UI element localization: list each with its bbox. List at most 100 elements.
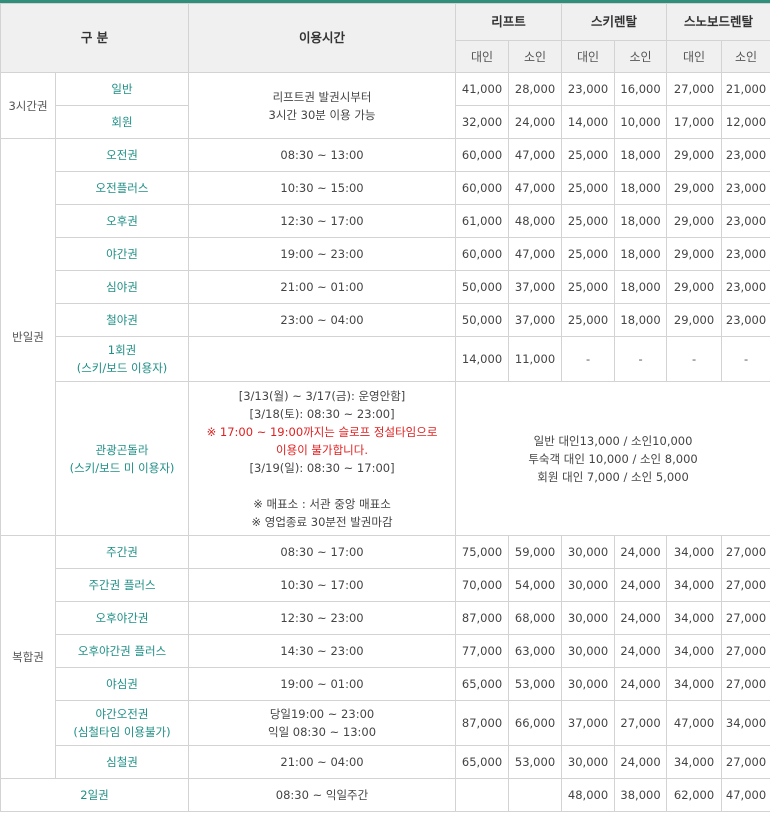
price-cell: 30,000 xyxy=(561,568,616,602)
price-cell: 29,000 xyxy=(666,303,723,337)
price-cell: 17,000 xyxy=(666,105,723,139)
table-row: 회원 32,000 24,000 14,000 10,000 17,000 12… xyxy=(1,105,770,139)
ticket-name: 2일권 xyxy=(0,778,190,812)
price-cell xyxy=(508,778,563,812)
price-cell: 27,000 xyxy=(666,72,723,106)
price-cell: 60,000 xyxy=(455,237,510,271)
ticket-name: 심철권 xyxy=(54,745,190,779)
price-cell: 30,000 xyxy=(561,535,616,569)
ticket-name: 야심권 xyxy=(54,667,190,701)
header-row: 구 분 이용시간 리프트 스키렌탈 스노보드렌탈 xyxy=(0,3,770,73)
price-cell: 27,000 xyxy=(721,745,770,779)
price-cell: 34,000 xyxy=(666,745,723,779)
ticket-name-line: 야간오전권 xyxy=(95,707,149,721)
time-line: [3/19(일): 08:30 ~ 17:00] xyxy=(249,460,395,475)
price-cell: 53,000 xyxy=(508,745,563,779)
price-cell: 16,000 xyxy=(614,72,668,106)
price-cell: 30,000 xyxy=(561,601,616,635)
price-cell: 25,000 xyxy=(561,171,616,205)
header-lift-child: 소인 xyxy=(508,40,563,73)
price-cell: 25,000 xyxy=(561,303,616,337)
price-cell: 23,000 xyxy=(721,204,770,238)
price-cell: 23,000 xyxy=(721,303,770,337)
price-cell: 32,000 xyxy=(455,105,510,139)
ticket-time: 19:00 ~ 01:00 xyxy=(188,667,457,701)
price-cell: 24,000 xyxy=(614,568,668,602)
price-cell: - xyxy=(721,336,770,382)
table-row: 1회권 (스키/보드 이용자) 14,000 11,000 - - - - xyxy=(1,336,770,382)
price-cell: 70,000 xyxy=(455,568,510,602)
price-cell: 23,000 xyxy=(721,237,770,271)
price-cell: 29,000 xyxy=(666,237,723,271)
price-cell: 18,000 xyxy=(614,237,668,271)
price-cell: 47,000 xyxy=(721,778,770,812)
price-cell: 48,000 xyxy=(508,204,563,238)
price-cell: 18,000 xyxy=(614,303,668,337)
time-line: 익일 08:30 ~ 13:00 xyxy=(267,725,377,739)
gondola-price-line: 투숙객 대인 10,000 / 소인 8,000 xyxy=(528,451,698,466)
price-cell: - xyxy=(666,336,723,382)
price-cell: 24,000 xyxy=(614,667,668,701)
group-three-hour: 3시간권 xyxy=(0,72,56,139)
table-row: 2일권 08:30 ~ 익일주간 48,000 38,000 62,000 47… xyxy=(0,778,770,812)
price-cell: 23,000 xyxy=(721,270,770,304)
price-cell: 77,000 xyxy=(455,634,510,668)
price-cell: 34,000 xyxy=(666,667,723,701)
price-cell: 68,000 xyxy=(508,601,563,635)
price-cell: 60,000 xyxy=(455,171,510,205)
price-cell: 66,000 xyxy=(508,700,563,746)
price-cell: 50,000 xyxy=(455,270,510,304)
price-cell: 87,000 xyxy=(455,700,510,746)
time-line: [3/18(토): 08:30 ~ 23:00] xyxy=(249,406,395,421)
price-cell: 65,000 xyxy=(455,745,510,779)
price-cell: 30,000 xyxy=(561,745,616,779)
price-cell: 24,000 xyxy=(614,535,668,569)
price-cell: 28,000 xyxy=(508,72,563,106)
price-cell: 47,000 xyxy=(508,171,563,205)
price-cell: 47,000 xyxy=(508,237,563,271)
price-cell: 47,000 xyxy=(666,700,723,746)
price-cell: 27,000 xyxy=(614,700,668,746)
price-cell: 23,000 xyxy=(721,138,770,172)
header-lift-adult: 대인 xyxy=(455,40,510,73)
ticket-name: 철야권 xyxy=(54,303,190,337)
price-cell: 48,000 xyxy=(561,778,616,812)
note-line: ※ 매표소 : 서관 중앙 매표소 xyxy=(253,496,391,511)
header-category: 구 분 xyxy=(0,3,190,73)
note-line: ※ 영업종료 30분전 발권마감 xyxy=(251,514,393,529)
subheader-row: 대인 소인 대인 소인 대인 소인 xyxy=(1,40,770,73)
warning-line: 이용이 불가합니다. xyxy=(276,442,368,457)
header-time: 이용시간 xyxy=(188,3,457,73)
ticket-name: 심야권 xyxy=(54,270,190,304)
price-cell: 54,000 xyxy=(508,568,563,602)
price-cell: 27,000 xyxy=(721,568,770,602)
ticket-time: 19:00 ~ 23:00 xyxy=(188,237,457,271)
price-cell: 14,000 xyxy=(561,105,616,139)
price-cell: 18,000 xyxy=(614,270,668,304)
price-cell: 24,000 xyxy=(614,745,668,779)
table-row: 오전플러스 10:30 ~ 15:00 60,000 47,000 25,000… xyxy=(1,171,770,205)
price-cell: 21,000 xyxy=(721,72,770,106)
table-row: 심철권 21:00 ~ 04:00 65,000 53,000 30,000 2… xyxy=(1,745,770,779)
price-cell: 61,000 xyxy=(455,204,510,238)
ticket-time: 23:00 ~ 04:00 xyxy=(188,303,457,337)
price-cell: 10,000 xyxy=(614,105,668,139)
price-cell: 18,000 xyxy=(614,138,668,172)
price-cell: 12,000 xyxy=(721,105,770,139)
price-cell: 25,000 xyxy=(561,237,616,271)
price-cell: 27,000 xyxy=(721,634,770,668)
price-cell: 24,000 xyxy=(508,105,563,139)
ticket-time: 10:30 ~ 15:00 xyxy=(188,171,457,205)
ticket-name: 야간오전권 (심철타임 이용불가) xyxy=(54,700,190,746)
price-cell: 23,000 xyxy=(561,72,616,106)
ticket-name: 회원 xyxy=(54,105,190,139)
price-cell: 34,000 xyxy=(666,535,723,569)
price-cell: 60,000 xyxy=(455,138,510,172)
header-board-child: 소인 xyxy=(721,40,770,73)
table-row-gondola: 관광곤돌라 (스키/보드 미 이용자) [3/13(월) ~ 3/17(금): … xyxy=(1,381,770,536)
group-combo: 복합권 xyxy=(0,535,56,779)
ticket-name: 오전플러스 xyxy=(54,171,190,205)
ticket-name: 주간권 xyxy=(54,535,190,569)
price-cell: 11,000 xyxy=(508,336,563,382)
